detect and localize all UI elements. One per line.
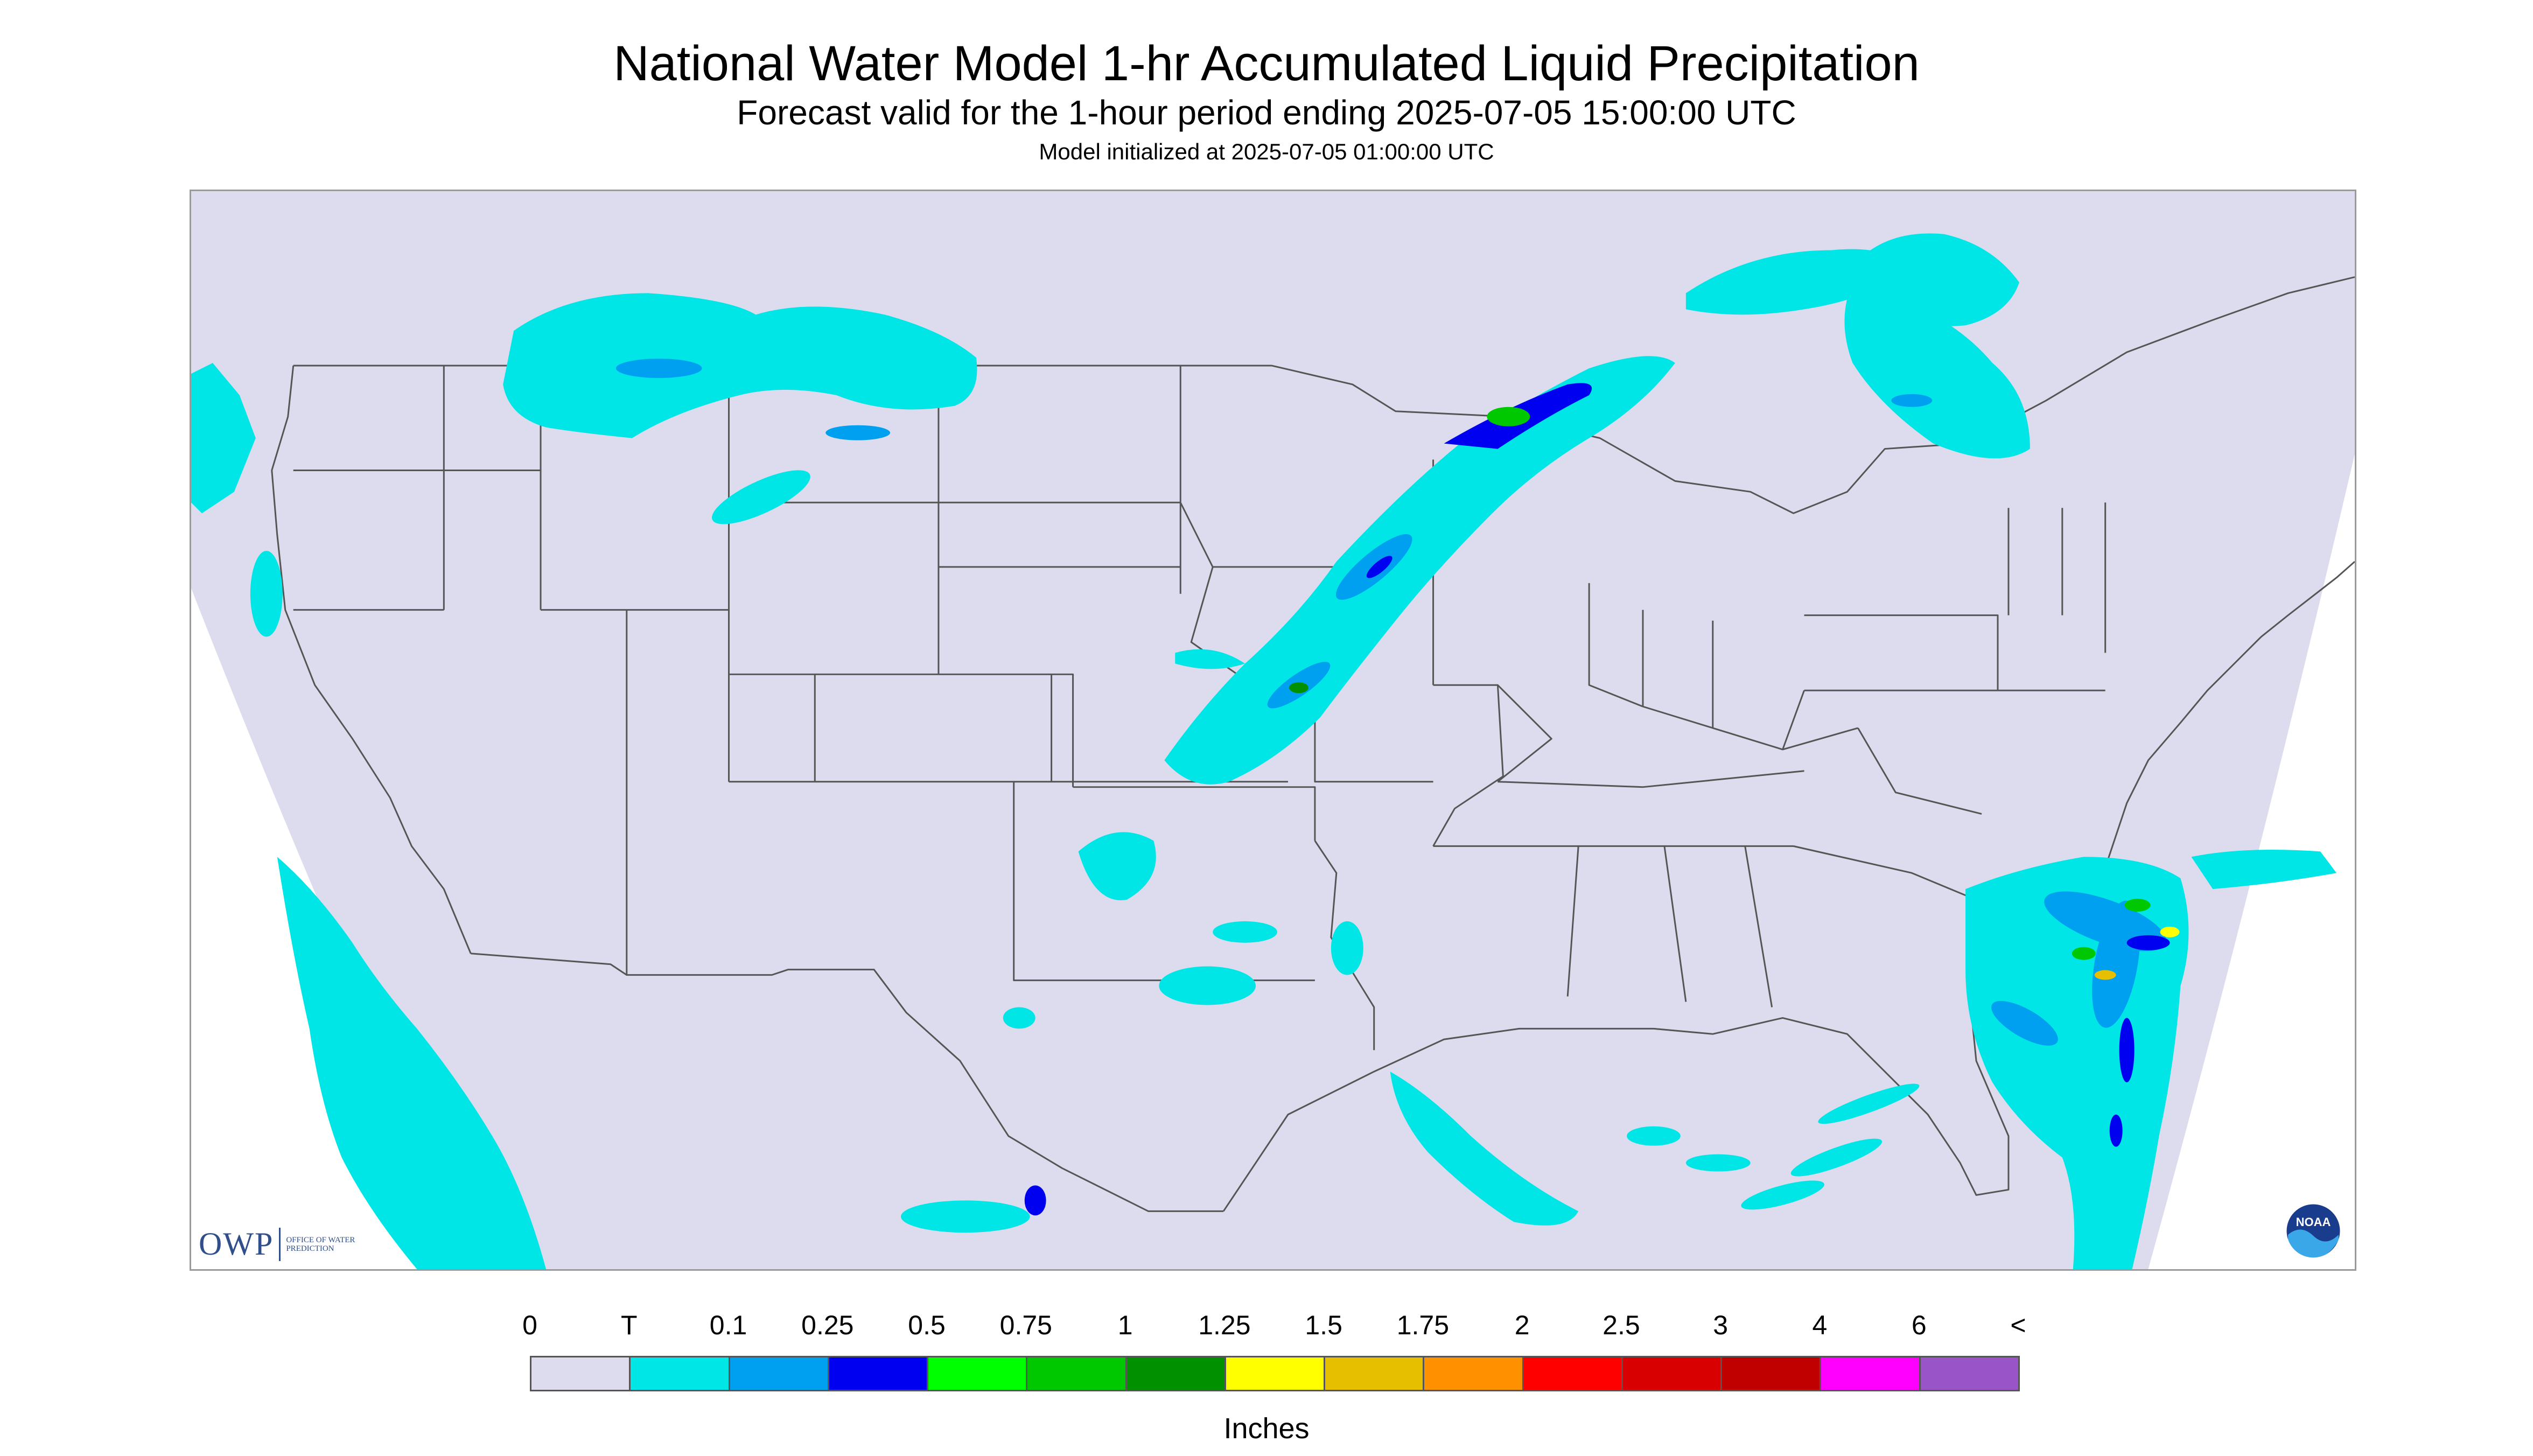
mexico-border (471, 953, 1224, 1212)
legend-tick-label: 2 (1514, 1310, 1530, 1340)
legend-tick-label: 2.5 (1603, 1310, 1640, 1340)
map-title: National Water Model 1-hr Accumulated Li… (613, 36, 1920, 91)
precip-montana (503, 293, 977, 438)
legend-colorbar (530, 1356, 2020, 1394)
legend-tick-label: 0.1 (709, 1310, 747, 1340)
map-canvas (191, 191, 2355, 1269)
legend-tick-label: 0.5 (908, 1310, 946, 1340)
legend-tick-label: 0 (522, 1310, 537, 1340)
owp-text: OFFICE OF WATER PREDICTION (286, 1235, 355, 1253)
precipitation-fields (191, 233, 2337, 1269)
state-lines (293, 366, 2107, 1051)
legend-swatch (1820, 1356, 1921, 1391)
precip-pacific-nw (191, 363, 256, 514)
legend-swatch (1224, 1356, 1326, 1391)
legend-tick-label: < (2010, 1310, 2026, 1340)
legend-tick-label: 1.25 (1198, 1310, 1251, 1340)
legend-swatch (827, 1356, 929, 1391)
boundaries (271, 276, 2355, 1212)
legend-swatch (1026, 1356, 1127, 1391)
legend-swatch (1324, 1356, 1425, 1391)
legend-tick-label: 1 (1117, 1310, 1133, 1340)
owp-mark: OWP (199, 1226, 274, 1262)
legend-tick-label: 3 (1713, 1310, 1729, 1340)
legend-swatch (1720, 1356, 1822, 1391)
outside-right (2148, 454, 2355, 1269)
legend-units: Inches (1223, 1412, 1310, 1445)
precip-southern-plains (1078, 832, 1156, 900)
precip-baja (277, 857, 547, 1269)
init-time: Model initialized at 2025-07-05 01:00:00… (1039, 139, 1494, 164)
legend-swatch (728, 1356, 829, 1391)
owp-divider (279, 1227, 281, 1261)
legend-tick-label: 0.75 (999, 1310, 1052, 1340)
gulf-coast (1222, 1007, 2010, 1212)
legend-tick-label: 6 (1911, 1310, 1927, 1340)
canada-border (293, 276, 2355, 514)
legend-swatch (1423, 1356, 1524, 1391)
legend-swatch (530, 1356, 631, 1391)
legend-tick-label: 0.25 (801, 1310, 854, 1340)
legend-swatch (1919, 1356, 2020, 1391)
legend-tick-label: 4 (1812, 1310, 1828, 1340)
legend-tick-label: 1.75 (1396, 1310, 1450, 1340)
outside-left (191, 588, 482, 1269)
noaa-logo-icon: NOAA (2285, 1202, 2342, 1259)
west-coast (271, 365, 472, 954)
legend-swatch (1522, 1356, 1623, 1391)
legend-swatch (927, 1356, 1028, 1391)
legend-swatch (1621, 1356, 1723, 1391)
legend-tick-label: 1.5 (1305, 1310, 1342, 1340)
precipitation-map: OWP OFFICE OF WATER PREDICTION NOAA (190, 190, 2356, 1271)
map-subtitle: Forecast valid for the 1-hour period end… (737, 93, 1796, 132)
legend-swatch (1125, 1356, 1226, 1391)
legend-tick-label: T (620, 1310, 638, 1340)
owp-logo: OWP OFFICE OF WATER PREDICTION (199, 1226, 367, 1263)
noaa-label: NOAA (2296, 1215, 2331, 1229)
legend-swatch (629, 1356, 730, 1391)
precip-gulf (1390, 1072, 1579, 1226)
